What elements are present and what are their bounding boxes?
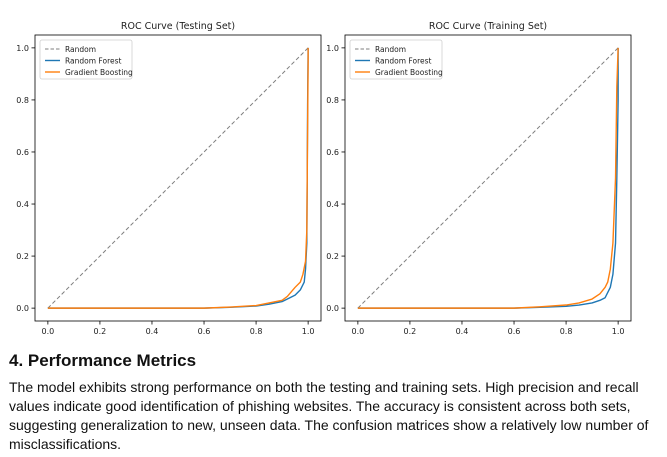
legend-box	[39, 39, 133, 80]
legend-entry: Gradient Boosting	[65, 68, 133, 77]
section-heading: 4. Performance Metrics	[9, 351, 197, 370]
x-tick-label: 0.6	[198, 327, 211, 336]
legend-entry: Gradient Boosting	[375, 68, 443, 77]
roc-chart-1: ROC Curve (Testing Set) 0.0 0.2 0.4 0.6 0.8 1.…	[16, 21, 322, 336]
series-line-gradient-boosting	[47, 47, 309, 309]
x-tick-label: 1.0	[302, 327, 315, 336]
x-tick-label: 0.2	[404, 327, 417, 336]
x-tick-label: 0.4	[456, 327, 469, 336]
y-tick-label: 1.0	[326, 44, 339, 53]
legend-entry: Random Forest	[65, 57, 122, 66]
y-tick-label: 0.8	[16, 96, 29, 105]
legend: Random Random Forest Gradient Boosting	[39, 39, 133, 80]
y-tick-label: 0.4	[16, 200, 29, 209]
y-tick-label: 0.0	[16, 304, 29, 313]
x-tick-label: 0.0	[352, 327, 365, 336]
x-tick-label: 0.4	[146, 327, 159, 336]
legend-box	[349, 39, 443, 80]
y-tick-label: 0.2	[326, 252, 339, 261]
x-tick-label: 0.6	[508, 327, 521, 336]
y-tick-label: 0.4	[326, 200, 339, 209]
x-tick-label: 0.2	[94, 327, 107, 336]
y-tick-label: 0.2	[16, 252, 29, 261]
legend: Random Random Forest Gradient Boosting	[349, 39, 443, 80]
series-line-random	[357, 47, 619, 309]
x-tick-label: 0.0	[42, 327, 55, 336]
roc-chart-2: ROC Curve (Training Set) 0.0 0.2 0.4 0.6 0.8 1…	[326, 21, 632, 336]
legend-entry: Random	[65, 45, 96, 54]
roc-figure: ROC Curve (Testing Set) 0.0 0.2 0.4 0.6 0.8 1.…	[16, 21, 632, 336]
x-tick-label: 0.8	[560, 327, 573, 336]
y-tick-label: 0.6	[16, 148, 29, 157]
series-line-random	[47, 47, 309, 309]
legend-entry: Random	[375, 45, 406, 54]
x-tick-label: 0.8	[250, 327, 263, 336]
legend-entry: Random Forest	[375, 57, 432, 66]
y-tick-label: 0.8	[326, 96, 339, 105]
series-line-gradient-boosting	[357, 47, 619, 309]
section-paragraph: The model exhibits strong performance on…	[9, 379, 649, 452]
y-tick-label: 0.6	[326, 148, 339, 157]
chart-title: ROC Curve (Training Set)	[429, 21, 547, 32]
y-tick-label: 0.0	[326, 304, 339, 313]
x-tick-label: 1.0	[612, 327, 625, 336]
y-tick-label: 1.0	[16, 44, 29, 53]
chart-title: ROC Curve (Testing Set)	[121, 21, 235, 32]
